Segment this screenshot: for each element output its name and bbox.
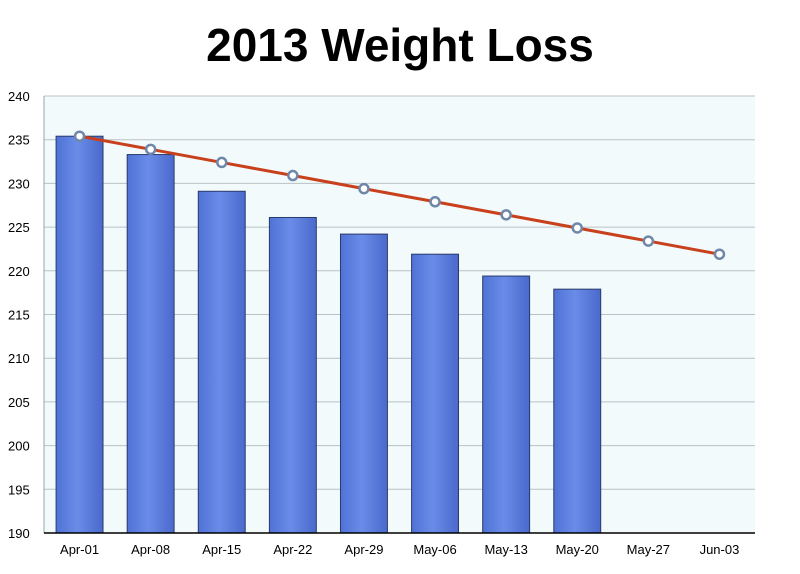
x-tick-label: May-13: [484, 542, 527, 557]
y-tick-label: 220: [8, 264, 30, 279]
line-point: [73, 130, 86, 142]
x-tick-label: Jun-03: [700, 542, 740, 557]
line-point: [500, 209, 512, 221]
bar: [197, 190, 246, 534]
bar: [553, 288, 602, 534]
chart-title: 2013 Weight Loss: [206, 19, 594, 71]
y-tick-label: 240: [8, 89, 30, 104]
y-tick-label: 195: [8, 482, 30, 497]
bar: [411, 253, 460, 534]
trend-line-series: [73, 130, 726, 260]
x-tick-label: May-06: [413, 542, 456, 557]
bar: [126, 154, 175, 534]
x-tick-label: May-20: [556, 542, 599, 557]
x-axis-ticks: Apr-01 Apr-08 Apr-15 Apr-22 Apr-29 May-06 May-…: [44, 532, 755, 557]
y-tick-label: 230: [8, 176, 30, 191]
bar: [55, 135, 104, 534]
line-point: [358, 182, 370, 195]
x-tick-label: Apr-08: [131, 542, 170, 557]
x-tick-label: Apr-01: [60, 542, 99, 557]
line-point: [429, 196, 441, 208]
bar: [268, 216, 317, 534]
x-tick-label: May-27: [627, 542, 670, 557]
y-tick-label: 205: [8, 395, 30, 410]
y-tick-label: 200: [8, 439, 30, 454]
y-tick-label: 225: [8, 220, 30, 235]
line-point: [216, 156, 228, 169]
y-tick-label: 235: [8, 133, 30, 148]
line-point: [713, 248, 726, 260]
y-tick-label: 190: [8, 526, 30, 541]
bar: [339, 233, 388, 534]
y-axis-ticks: 190 195 200 205 210 215 220 225 230 235 240: [8, 89, 30, 541]
line-point: [144, 143, 157, 156]
x-tick-label: Apr-29: [344, 542, 383, 557]
trend-line: [79, 134, 720, 256]
x-tick-label: Apr-22: [273, 542, 312, 557]
line-point: [571, 222, 583, 234]
bar-series: [55, 135, 602, 534]
line-point: [642, 235, 655, 247]
y-tick-label: 210: [8, 351, 30, 366]
y-tick-label: 215: [8, 308, 30, 323]
line-point: [287, 169, 299, 182]
x-tick-label: Apr-15: [202, 542, 241, 557]
bar: [482, 275, 531, 534]
